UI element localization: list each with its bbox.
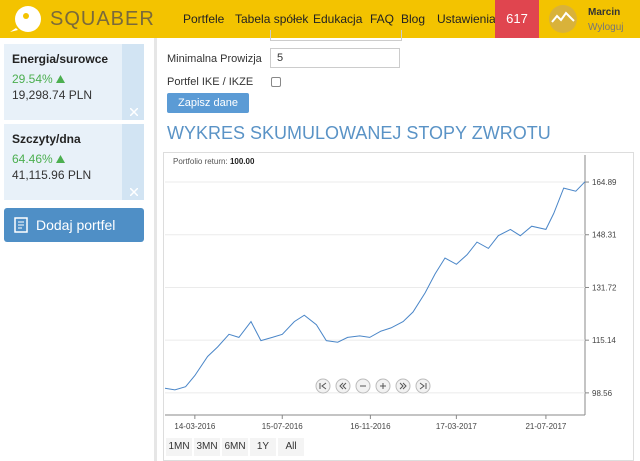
- chart: Portfolio return: 100.00 98.56 115.14 131.…: [164, 155, 617, 431]
- add-portfolio-button[interactable]: Dodaj portfel: [4, 208, 144, 242]
- save-button[interactable]: Zapisz dane: [167, 93, 249, 113]
- zoom-button-bg: [315, 378, 331, 394]
- input[interactable]: [270, 30, 402, 41]
- portfolio-name: Energia/surowce: [12, 52, 109, 66]
- portfolio-card[interactable]: Szczyty/dna 64.46% 41,115.96 PLN: [4, 124, 144, 200]
- badge[interactable]: 617: [495, 0, 539, 38]
- field-label: Minimalna Prowizja: [167, 53, 262, 65]
- portfolio-value: 41,115.96 PLN: [12, 168, 92, 182]
- x-tick-label: 16-11-2016: [350, 422, 391, 431]
- range-button[interactable]: 3MN: [194, 438, 220, 456]
- logo-text[interactable]: SQUABER: [50, 8, 155, 30]
- nav-link[interactable]: Edukacja: [313, 12, 363, 26]
- zoom-icon: [339, 382, 347, 390]
- x-tick-label: 15-07-2016: [262, 422, 303, 431]
- checkbox[interactable]: [271, 77, 281, 87]
- portfolio-value: 19,298.74 PLN: [12, 88, 93, 102]
- zoom-icon: [419, 382, 427, 390]
- range-button[interactable]: All: [278, 438, 304, 456]
- nav-link[interactable]: Ustawienia: [437, 12, 496, 26]
- zoom-button[interactable]: [355, 378, 371, 394]
- nav-link[interactable]: Tabela spółek: [235, 12, 309, 26]
- nav-link[interactable]: Blog: [401, 12, 426, 26]
- avatar: [549, 5, 577, 33]
- close-icon[interactable]: [130, 108, 138, 116]
- zoom-icon: [399, 382, 407, 390]
- up-arrow: [56, 75, 66, 83]
- logout[interactable]: Wyloguj: [588, 22, 624, 33]
- portfolio-change: 64.46%: [12, 152, 53, 166]
- x-tick-label: 17-03-2017: [436, 422, 477, 431]
- portfolio-name: Szczyty/dna: [12, 132, 81, 146]
- close-icon[interactable]: [130, 188, 138, 196]
- nav-link[interactable]: FAQ: [370, 12, 395, 26]
- zoom-button[interactable]: [395, 378, 411, 394]
- range-button[interactable]: 6MN: [222, 438, 248, 456]
- zoom-button[interactable]: [315, 378, 331, 394]
- zoom-button[interactable]: [335, 378, 351, 394]
- user-name: Marcin: [588, 7, 621, 18]
- button-label: Dodaj portfel: [36, 217, 116, 233]
- y-tick-label: 98.56: [592, 389, 613, 398]
- y-tick-label: 115.14: [592, 336, 616, 345]
- nav-link[interactable]: Portfele: [183, 12, 225, 26]
- range-button[interactable]: 1MN: [166, 438, 192, 456]
- annotation: Portfolio return: 100.00: [173, 157, 255, 166]
- portfolio-card[interactable]: Energia/surowce 29.54% 19,298.74 PLN: [4, 44, 144, 120]
- y-tick-label: 164.89: [592, 178, 617, 187]
- header: SQUABER Portfele Tabela spółek Edukacja …: [0, 0, 640, 38]
- field-label: Portfel IKE / IKZE: [167, 76, 254, 88]
- up-arrow: [56, 155, 66, 163]
- zoom-icon: [319, 382, 327, 390]
- portfolio-change: 29.54%: [12, 72, 53, 86]
- zoom-icon: [380, 383, 386, 389]
- x-tick-label: 14-03-2016: [174, 422, 215, 431]
- zoom-button-bg: [415, 378, 431, 394]
- zoom-button[interactable]: [375, 378, 391, 394]
- x-tick-label: 21-07-2017: [525, 422, 566, 431]
- y-tick-label: 148.31: [592, 231, 617, 240]
- logo-icon: [10, 6, 41, 32]
- input[interactable]: 5: [270, 48, 400, 68]
- zoom-button[interactable]: [415, 378, 431, 394]
- chart-title: WYKRES SKUMULOWANEJ STOPY ZWROTU: [167, 123, 551, 143]
- y-tick-label: 131.72: [592, 283, 617, 292]
- divider: [154, 38, 157, 461]
- line-series: [164, 181, 586, 391]
- range-button[interactable]: 1Y: [250, 438, 276, 456]
- add-icon: [14, 217, 28, 233]
